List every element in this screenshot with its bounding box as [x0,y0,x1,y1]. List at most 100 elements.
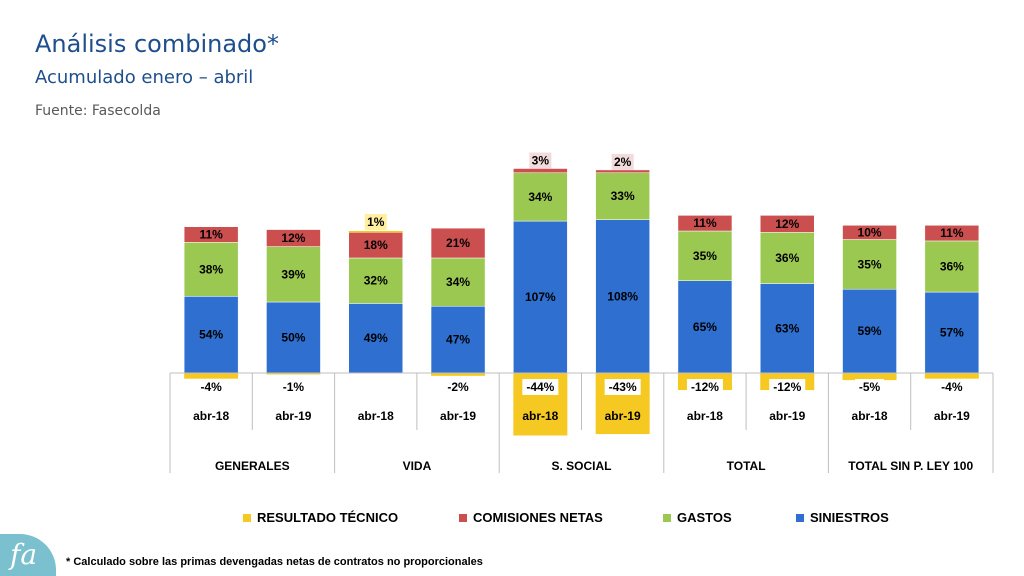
data-label-comisiones-2: 18% [364,238,388,252]
data-label-comisiones-4-bg [529,152,552,169]
bar-siniestros-3 [430,306,486,374]
data-label-siniestros-2: 49% [364,331,388,345]
legend-label-gastos: GASTOS [677,510,732,525]
bar-gastos-1 [266,246,321,303]
bar-resultado-1 [266,373,321,375]
bar-siniestros-1 [266,301,321,374]
data-label-siniestros-6: 65% [693,320,717,334]
data-label-siniestros-5: 108% [607,289,638,303]
data-label-comisiones-3: 21% [446,236,470,250]
data-label-gastos-5: 33% [611,189,635,203]
bar-comisiones-1 [266,229,321,247]
data-label-resultado-8-bg [855,379,885,395]
fasecolda-logo-icon: fa [10,538,38,571]
bar-comisiones-9 [924,225,980,242]
legend-swatch-gastos [663,513,671,522]
data-label-resultado-1-bg [278,379,308,395]
data-label-gastos-3: 34% [446,275,470,289]
x-group-label-1: VIDA [403,459,432,473]
data-label-resultado-8: -5% [859,380,881,394]
legend-label-comisiones: COMISIONES NETAS [473,510,603,525]
bar-siniestros-5 [595,219,650,374]
data-label-siniestros-3: 47% [446,333,470,347]
data-label-resultado-5-bg [604,379,641,395]
data-label-gastos-1: 39% [281,267,305,281]
page-subtitle: Acumulado enero – abril [35,67,254,88]
bar-comisiones-7 [760,215,815,233]
data-label-siniestros-9: 57% [940,326,964,340]
x-group-label-4: TOTAL SIN P. LEY 100 [848,459,973,473]
bar-gastos-5 [595,172,650,220]
legend-swatch-comisiones [459,513,467,522]
bar-siniestros-2 [348,303,403,374]
x-tick-label-0: abr-18 [193,409,229,423]
bar-comisiones-3 [430,227,486,259]
data-label-gastos-0: 38% [199,262,223,276]
data-label-resultado-7-bg [769,379,806,395]
data-label-resultado-6-bg [686,379,723,395]
legend-label-resultado: RESULTADO TÉCNICO [257,510,399,525]
bar-comisiones-6 [677,215,733,232]
data-label-comisiones-4: 3% [532,154,550,168]
bar-resultado-3 [431,373,486,376]
data-label-siniestros-7: 63% [775,321,799,335]
legend-label-siniestros: SINIESTROS [810,510,889,525]
legend-item-siniestros: SINIESTROS [796,510,889,525]
bar-siniestros-6 [677,280,733,374]
bar-resultado-2 [348,231,403,233]
data-label-siniestros-0: 54% [199,328,223,342]
bar-resultado-9 [924,373,979,379]
x-tick-label-6: abr-18 [687,409,723,423]
data-label-resultado-1: -1% [283,380,305,394]
x-tick-label-1: abr-19 [275,409,311,423]
x-tick-label-5: abr-19 [605,409,641,423]
x-tick-label-3: abr-19 [440,409,476,423]
chart-legend: RESULTADO TÉCNICO COMISIONES NETAS GASTO… [0,510,1024,530]
data-label-comisiones-7: 12% [775,217,799,231]
bar-comisiones-5 [595,169,650,174]
bar-gastos-0 [183,242,239,297]
x-tick-label-2: abr-18 [358,409,394,423]
data-label-resultado-2: 1% [367,215,385,229]
bar-comisiones-4 [513,168,568,174]
data-label-gastos-4: 34% [528,190,552,204]
data-label-gastos-9: 36% [940,260,964,274]
x-tick-label-8: abr-18 [852,409,888,423]
bar-gastos-6 [677,230,733,281]
data-label-comisiones-1: 12% [281,231,305,245]
data-label-resultado-5: -43% [609,380,637,394]
bar-siniestros-8 [842,288,897,374]
data-label-comisiones-5-bg [611,153,634,170]
data-label-comisiones-8: 10% [858,225,882,239]
data-label-comisiones-6: 11% [693,216,717,230]
data-label-comisiones-0: 11% [199,228,223,242]
bar-gastos-2 [348,257,403,304]
bar-gastos-8 [842,239,897,290]
data-label-gastos-6: 35% [693,249,717,263]
data-label-comisiones-9: 11% [940,226,964,240]
source-note: Fuente: Fasecolda [35,103,161,119]
bar-gastos-7 [760,232,815,284]
data-label-resultado-9: -4% [941,380,963,394]
legend-item-gastos: GASTOS [663,510,732,525]
legend-item-comisiones: COMISIONES NETAS [459,510,603,525]
legend-item-resultado: RESULTADO TÉCNICO [243,510,398,525]
bar-gastos-9 [924,240,980,293]
footnote: * Calculado sobre las primas devengadas … [66,556,483,568]
data-label-resultado-3: -2% [447,380,469,394]
legend-swatch-siniestros [796,513,804,522]
page-title: Análisis combinado* [35,30,279,58]
data-label-resultado-6: -12% [691,380,719,394]
data-label-resultado-0: -4% [200,380,222,394]
data-label-gastos-7: 36% [775,251,799,265]
data-label-comisiones-5: 2% [614,155,632,169]
data-label-gastos-2: 32% [364,274,388,288]
bar-comisiones-8 [842,225,897,240]
x-group-label-2: S. SOCIAL [551,459,611,473]
data-label-resultado-4: -44% [526,380,554,394]
data-label-siniestros-4: 107% [525,290,556,304]
bar-resultado-0 [184,373,239,379]
legend-swatch-resultado [243,513,251,522]
data-label-gastos-8: 35% [858,257,882,271]
x-group-label-0: GENERALES [215,459,290,473]
